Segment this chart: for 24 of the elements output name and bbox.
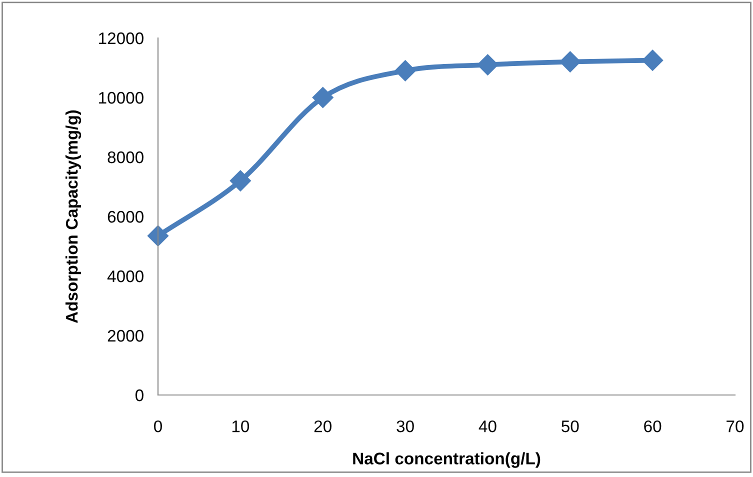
x-tick-label: 0 [154, 420, 162, 432]
x-tick-label: 70 [726, 420, 744, 432]
point [147, 225, 169, 246]
x-tick-label: 50 [562, 420, 579, 432]
y-tick-label: 6000 [108, 210, 144, 223]
x-tick-label: 30 [396, 420, 414, 432]
point [230, 170, 251, 192]
y-tick-label: 8000 [108, 151, 144, 164]
point [312, 86, 334, 108]
x-tick-label: 60 [644, 420, 662, 432]
y-tick-label: 4000 [107, 270, 144, 282]
point [560, 51, 581, 72]
y-tick-label: 12000 [99, 32, 144, 44]
x-tick-label: 10 [232, 420, 250, 432]
x-tick-label: 20 [314, 420, 332, 432]
x-tick-label: 40 [478, 420, 496, 432]
point [477, 54, 498, 76]
y-tick-label: 10000 [99, 92, 144, 104]
x-axis-title: NaCl concentration(g/L) [353, 452, 540, 468]
y-tick-label: 0 [135, 389, 144, 402]
point [642, 50, 664, 71]
y-tick-label: 2000 [108, 330, 144, 342]
y-axis-title: Adsorption Capacity(mg/g) [65, 110, 82, 324]
point [394, 60, 416, 82]
